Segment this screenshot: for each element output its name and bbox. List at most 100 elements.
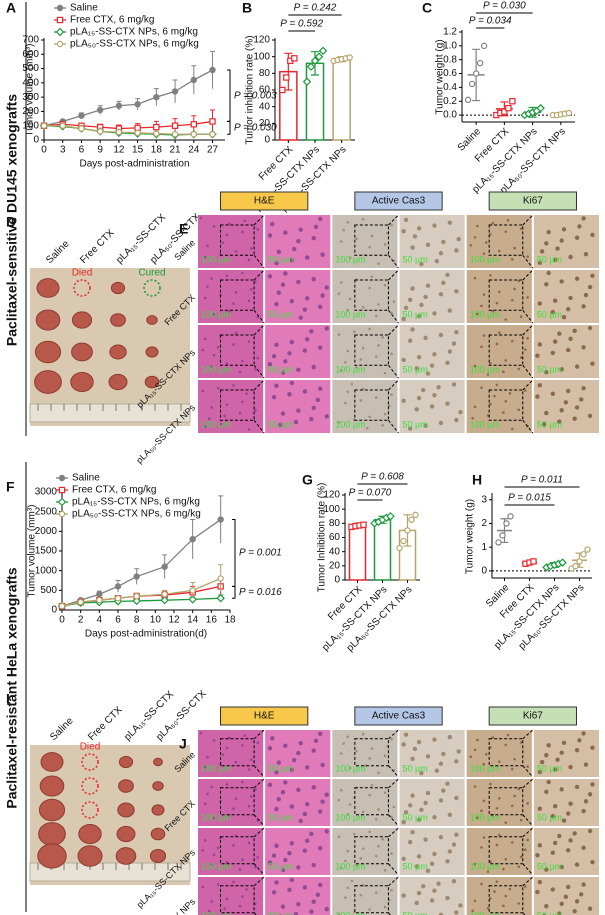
- cell-texture: [568, 838, 573, 843]
- cell-texture: [438, 291, 444, 297]
- cell-texture: [203, 296, 207, 300]
- cell-texture: [212, 853, 216, 857]
- cell-texture: [355, 237, 358, 240]
- note: Cured: [138, 268, 165, 279]
- y-tick-label: 60: [259, 85, 271, 96]
- cell-texture: [274, 301, 279, 307]
- tumor: [117, 802, 135, 818]
- cell-texture: [401, 316, 406, 322]
- cell-texture: [234, 797, 238, 801]
- cell-texture: [489, 233, 492, 236]
- cell-texture: [550, 391, 556, 397]
- cell-texture: [438, 761, 444, 766]
- cell-texture: [254, 788, 257, 791]
- scale-label: 100 µm: [470, 812, 500, 822]
- cell-texture: [234, 290, 238, 294]
- data-point: [396, 544, 403, 552]
- cell-texture: [348, 297, 352, 301]
- cell-texture: [454, 795, 459, 801]
- cell-texture: [337, 835, 341, 839]
- zoom-box: [354, 885, 389, 914]
- cell-texture: [410, 245, 415, 250]
- x-tick-label: 12: [113, 145, 125, 156]
- micrograph: [466, 215, 532, 268]
- cell-texture: [232, 343, 235, 346]
- cell-texture: [365, 426, 369, 430]
- x-tick-label: 12: [168, 615, 180, 626]
- micrograph: [198, 828, 264, 875]
- data-point: [133, 573, 140, 580]
- scale-label: 100 µm: [201, 254, 231, 264]
- x-tick-label: 16: [206, 615, 218, 626]
- cell-texture: [447, 849, 453, 854]
- y-tick-label: 20: [329, 560, 341, 571]
- zoom-box: [354, 787, 389, 816]
- scale-label: 50 µm: [537, 419, 562, 429]
- cell-texture: [212, 816, 216, 820]
- cell-texture: [289, 877, 295, 883]
- cell-texture: [219, 422, 222, 426]
- cell-texture: [544, 867, 549, 872]
- bracket: [232, 585, 236, 599]
- cell-texture: [537, 260, 542, 265]
- cell-texture: [381, 424, 384, 427]
- cell-texture: [535, 852, 540, 858]
- cell-texture: [482, 252, 486, 256]
- zoom-box: [354, 738, 389, 767]
- tumor: [152, 781, 164, 791]
- micrograph: [332, 877, 398, 915]
- y-axis-label: Tumor volume (mm³): [27, 505, 38, 598]
- legend-marker: [56, 16, 64, 24]
- cell-texture: [447, 349, 453, 354]
- bar: [348, 524, 367, 581]
- cell-texture: [243, 219, 247, 223]
- cell-texture: [552, 840, 558, 846]
- cell-texture: [436, 881, 441, 886]
- cell-texture: [225, 860, 229, 864]
- cell-texture: [283, 780, 288, 785]
- data-point: [96, 106, 104, 114]
- cell-texture: [526, 296, 529, 299]
- cell-texture: [346, 220, 350, 224]
- cell-texture: [203, 765, 207, 769]
- data-point: [153, 130, 160, 137]
- cell-texture: [270, 736, 275, 741]
- p-value: P = 0.003: [234, 90, 277, 101]
- data-point: [530, 558, 537, 565]
- cell-texture: [370, 275, 374, 279]
- cell-texture: [254, 408, 257, 412]
- cell-texture: [324, 792, 329, 797]
- tumor: [35, 309, 61, 331]
- y-tick-label: 2500: [35, 506, 58, 517]
- cell-texture: [298, 741, 303, 746]
- micrograph: [265, 270, 331, 323]
- cell-texture: [513, 287, 516, 291]
- scale-label: 50 µm: [403, 309, 428, 319]
- cell-texture: [429, 363, 435, 368]
- data-point: [78, 125, 85, 132]
- cell-texture: [572, 831, 577, 836]
- zoom-box: [220, 738, 255, 767]
- cell-texture: [403, 217, 409, 223]
- p-value: P = 0.015: [508, 493, 551, 504]
- cell-texture: [361, 306, 365, 309]
- cell-texture: [412, 746, 418, 752]
- y-axis-label: Tumor inhibition rate (%): [245, 35, 256, 144]
- cell-texture: [480, 809, 483, 812]
- data-point: [190, 121, 197, 128]
- cell-texture: [517, 902, 521, 905]
- y-tick-label: 0: [51, 605, 57, 616]
- cell-texture: [276, 797, 282, 802]
- cell-texture: [355, 864, 358, 867]
- cell-texture: [339, 240, 343, 243]
- cell-texture: [535, 394, 540, 399]
- cell-texture: [590, 273, 595, 279]
- cell-texture: [432, 223, 437, 228]
- cell-texture: [280, 790, 286, 795]
- data-point: [386, 512, 395, 521]
- cell-texture: [482, 334, 486, 337]
- scale-label: 100 µm: [335, 309, 365, 319]
- p-value: P = 0.034: [469, 16, 512, 27]
